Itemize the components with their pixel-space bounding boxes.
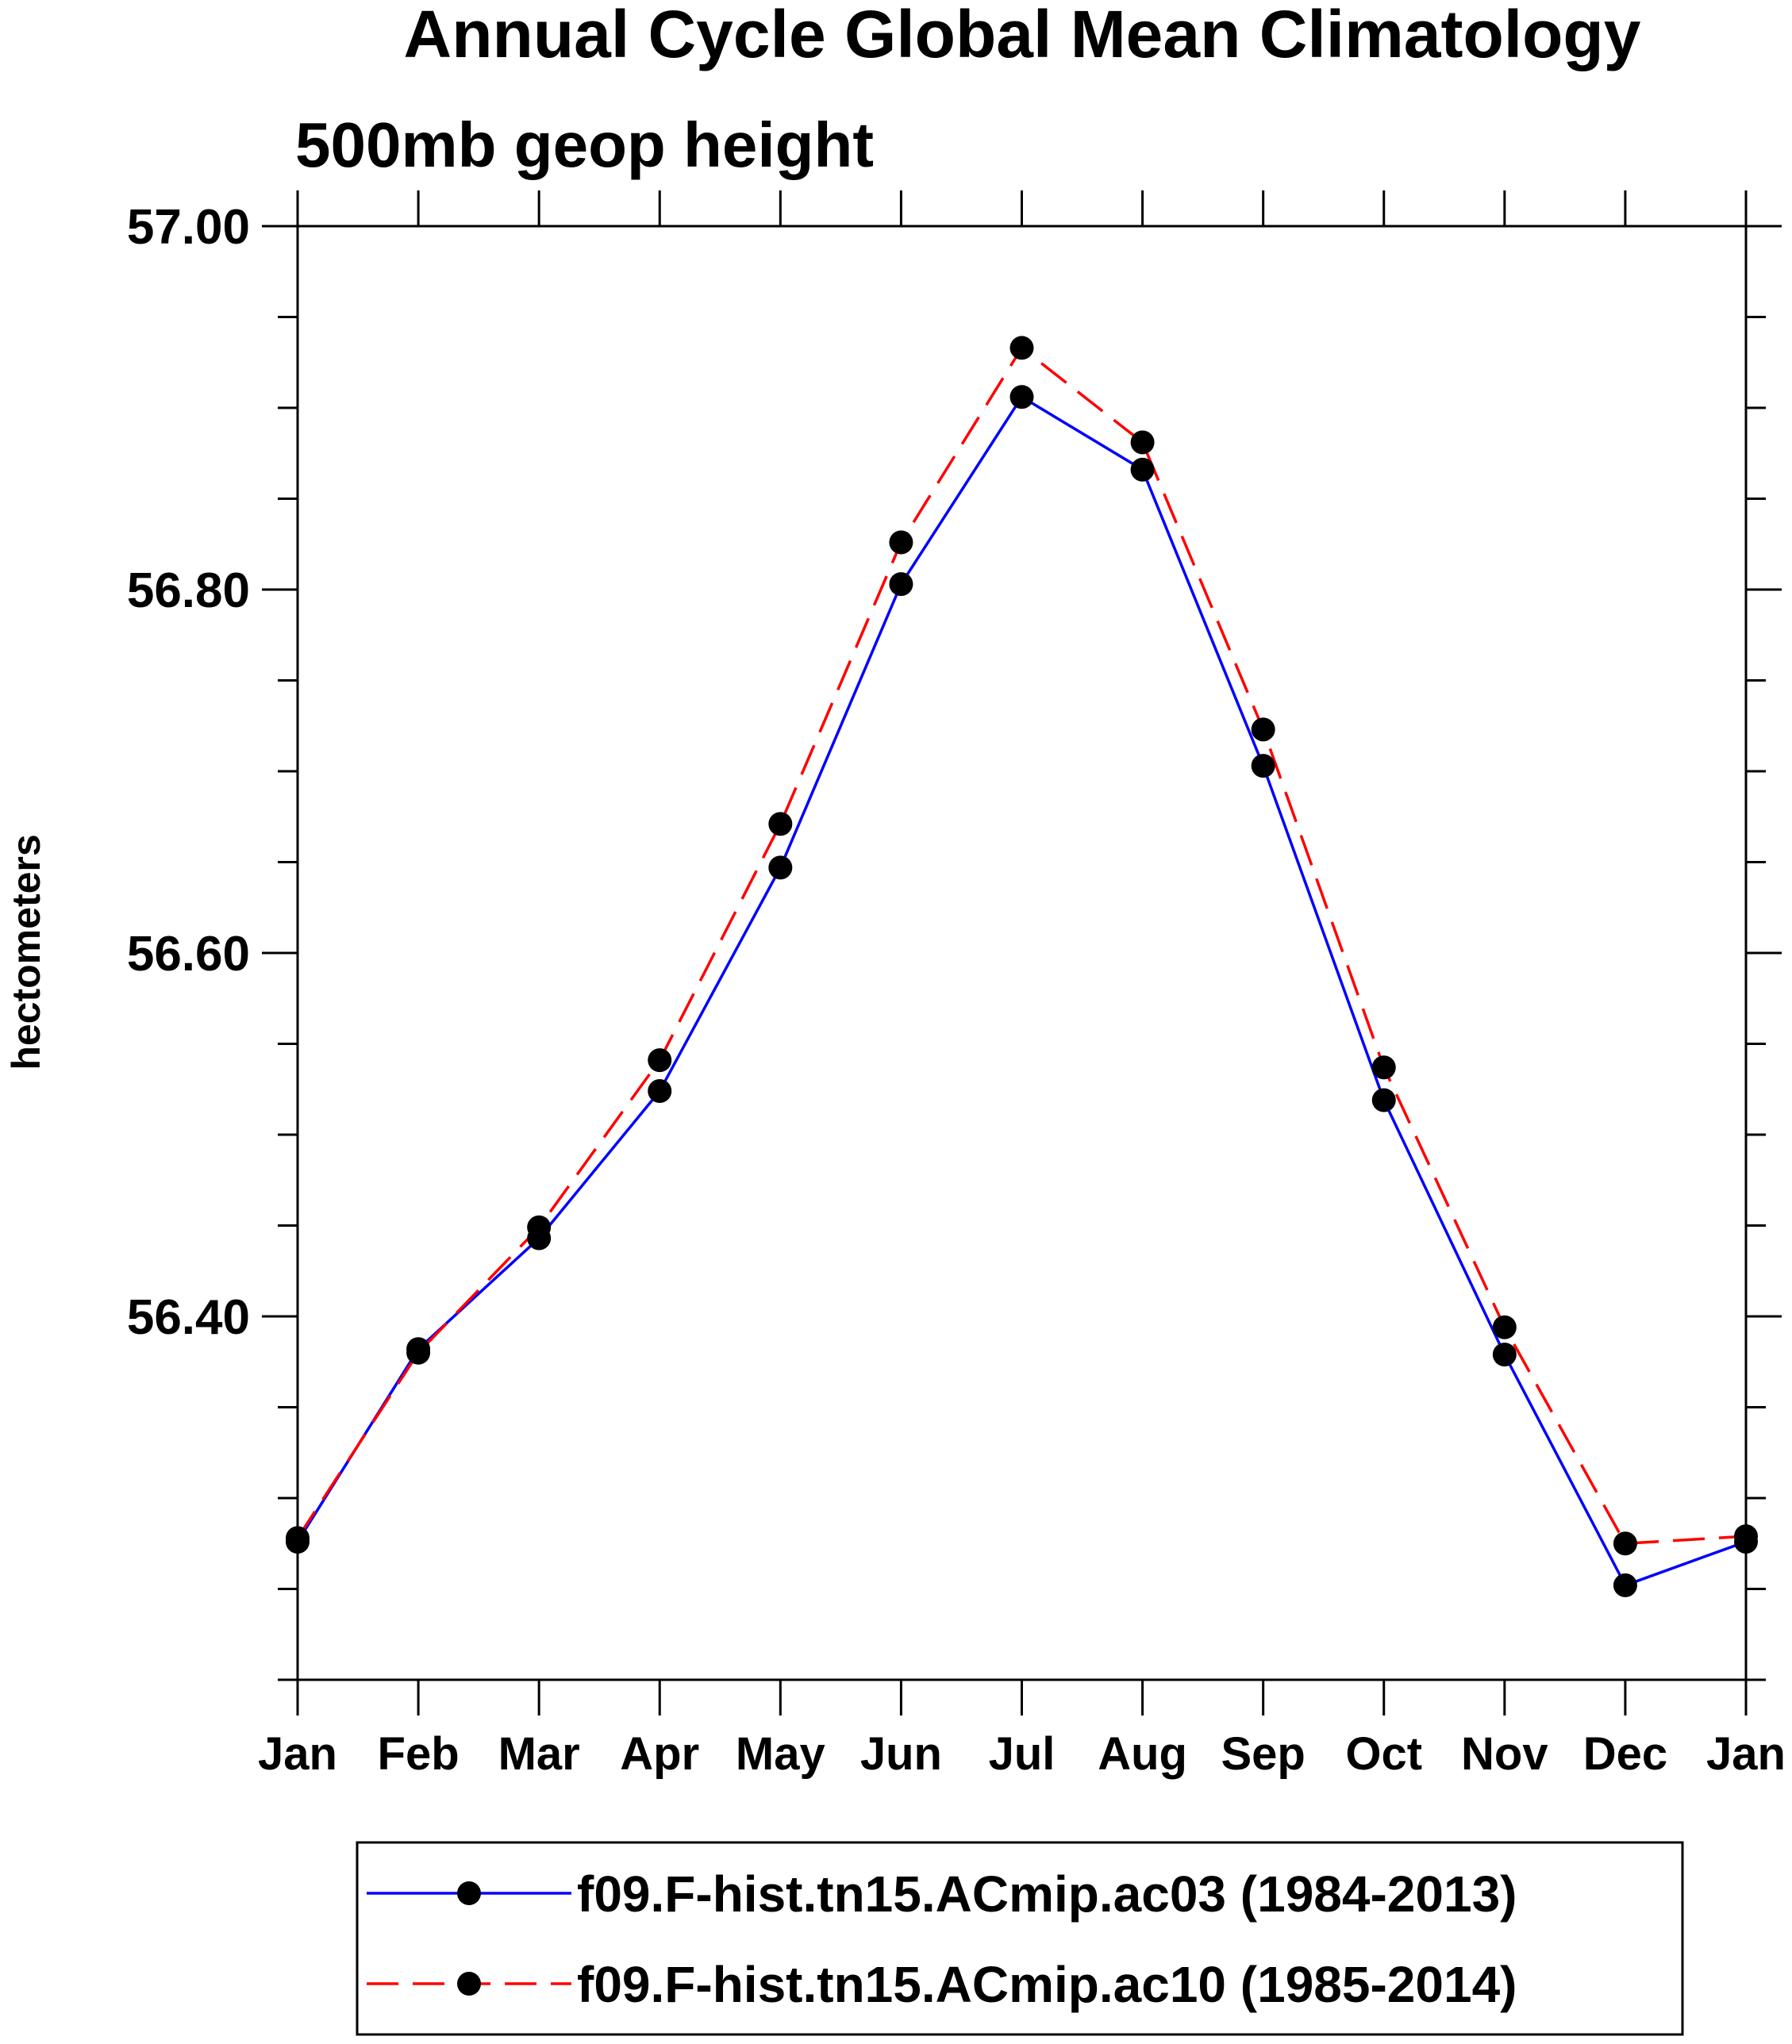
series-1-point bbox=[1251, 754, 1275, 778]
series-1-point bbox=[768, 855, 793, 880]
x-tick-label: May bbox=[736, 1728, 825, 1780]
series-2-point bbox=[889, 530, 913, 555]
series-1-point bbox=[889, 572, 913, 597]
legend-label-2: f09.F-hist.tn15.ACmip.ac10 (1985-2014) bbox=[577, 1956, 1517, 2013]
legend-marker-2 bbox=[457, 1972, 481, 1996]
y-axis-label: hectometers bbox=[4, 834, 48, 1070]
x-tick-label: Jun bbox=[860, 1728, 942, 1780]
series-1-point bbox=[1613, 1573, 1637, 1597]
plot-frame bbox=[296, 225, 1748, 1681]
legend: f09.F-hist.tn15.ACmip.ac03 (1984-2013) f0… bbox=[356, 1841, 1684, 2036]
series-2-point bbox=[406, 1340, 431, 1365]
series-1-point bbox=[1371, 1088, 1396, 1112]
series-1-point bbox=[648, 1079, 672, 1104]
chart-title: Annual Cycle Global Mean Climatology bbox=[404, 0, 1641, 71]
x-tick-label: Apr bbox=[620, 1728, 699, 1780]
series-2-point bbox=[1251, 717, 1275, 742]
x-tick-label: Dec bbox=[1583, 1728, 1667, 1780]
legend-label-1: f09.F-hist.tn15.ACmip.ac03 (1984-2013) bbox=[577, 1865, 1517, 1923]
series-1-point bbox=[1492, 1343, 1517, 1367]
legend-marker-1 bbox=[457, 1881, 481, 1905]
series-line-1 bbox=[296, 394, 1747, 1588]
series-line-2 bbox=[296, 345, 1747, 1546]
series-1-point bbox=[1130, 457, 1155, 482]
series-2-point bbox=[286, 1526, 310, 1550]
series-2-point bbox=[768, 812, 793, 836]
x-tick-label: Oct bbox=[1345, 1728, 1422, 1780]
series-2-point bbox=[527, 1215, 552, 1239]
series-1-point bbox=[1009, 385, 1034, 409]
x-tick-label: Feb bbox=[378, 1728, 460, 1780]
x-tick-label: Jan bbox=[258, 1728, 337, 1780]
x-tick-label: Jan bbox=[1706, 1728, 1786, 1780]
y-tick-labels: 56.40 56.60 56.80 57.00 bbox=[127, 200, 250, 1345]
x-tick-label: Sep bbox=[1221, 1728, 1305, 1780]
legend-entries: f09.F-hist.tn15.ACmip.ac03 (1984-2013) f0… bbox=[367, 1865, 1517, 2013]
y-tick-label: 56.80 bbox=[127, 563, 250, 618]
series-layer bbox=[286, 336, 1758, 1597]
chart-subtitle: 500mb geop height bbox=[295, 110, 874, 180]
series-2-point bbox=[1371, 1055, 1396, 1080]
series-2-point bbox=[1130, 430, 1155, 455]
x-tick-label: Nov bbox=[1461, 1728, 1548, 1780]
series-2-point bbox=[1734, 1524, 1758, 1549]
series-2-point bbox=[1613, 1531, 1637, 1556]
x-tick-label: Jul bbox=[989, 1728, 1056, 1780]
legend-box bbox=[356, 1841, 1684, 2036]
series-2-point bbox=[648, 1048, 672, 1073]
y-tick-label: 57.00 bbox=[127, 200, 250, 255]
x-tick-label: Mar bbox=[498, 1728, 580, 1780]
x-tick-label: Aug bbox=[1098, 1728, 1187, 1780]
y-tick-label: 56.40 bbox=[127, 1290, 250, 1345]
series-2-point bbox=[1492, 1315, 1517, 1339]
x-tick-labels: Jan Feb Mar Apr May Jun Jul Aug Sep Oct Nov Dec Jan bbox=[258, 1728, 1786, 1780]
axis-ticks bbox=[262, 190, 1782, 1716]
y-tick-label: 56.60 bbox=[127, 927, 250, 982]
series-2-point bbox=[1009, 336, 1034, 360]
